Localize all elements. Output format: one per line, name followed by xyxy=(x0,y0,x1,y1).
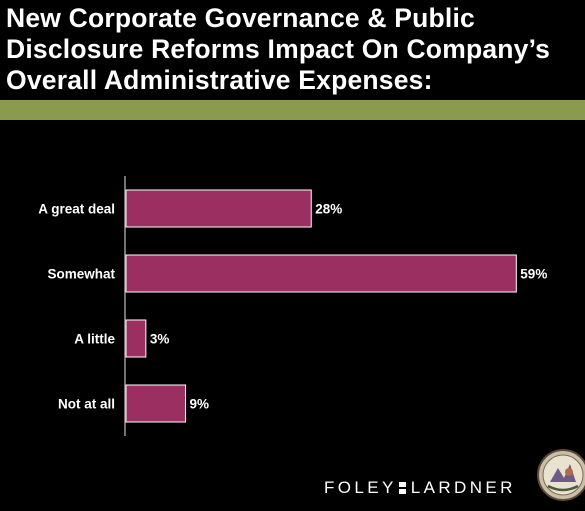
brand-name-left: FOLEY xyxy=(324,478,397,497)
category-label: A little xyxy=(74,332,115,347)
value-label: 9% xyxy=(190,397,210,412)
firm-seal-icon xyxy=(537,449,585,501)
chart-title: New Corporate Governance & Public Disclo… xyxy=(6,3,581,96)
brand-separator-icon xyxy=(398,482,406,494)
bar-a-little xyxy=(125,319,147,358)
bar-series: A great deal 28% Somewhat 59% A little 3% Not … xyxy=(38,189,547,423)
value-label: 28% xyxy=(315,202,342,217)
category-label: Not at all xyxy=(58,397,115,412)
brand-name-right: LARDNER xyxy=(410,478,516,497)
chart-title-line-1: New Corporate Governance & Public xyxy=(6,3,475,33)
bar-somewhat xyxy=(125,254,517,293)
value-label: 3% xyxy=(150,332,170,347)
brand-wordmark: FOLEY LARDNER xyxy=(324,477,516,499)
chart-title-line-3: Overall Administrative Expenses: xyxy=(6,65,433,95)
chart-title-line-2: Disclosure Reforms Impact On Company’s xyxy=(6,34,551,64)
category-label: A great deal xyxy=(38,202,115,217)
title-divider xyxy=(0,100,585,120)
bar-not-at-all xyxy=(125,384,187,423)
bar-a-great-deal xyxy=(125,189,312,228)
category-label: Somewhat xyxy=(47,267,115,282)
value-label: 59% xyxy=(520,267,547,282)
